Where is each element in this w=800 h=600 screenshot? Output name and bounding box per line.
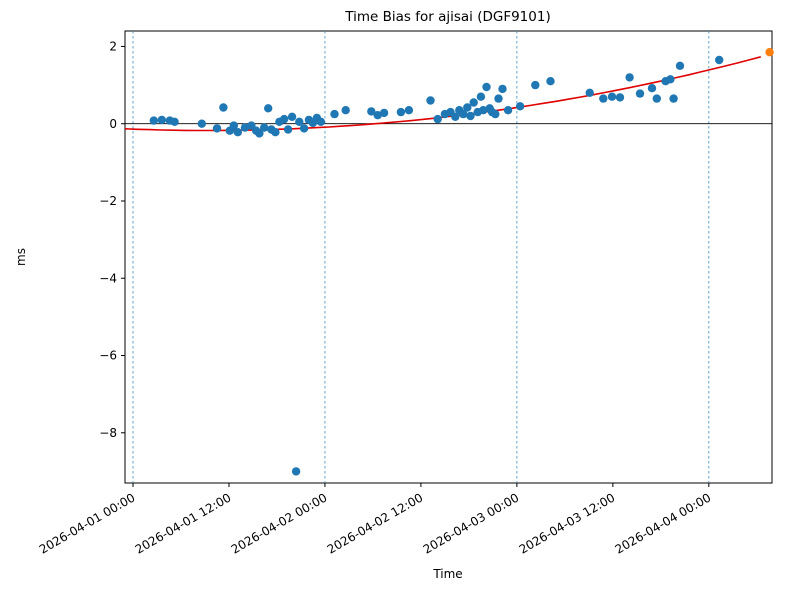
bias-measurements-point	[233, 128, 242, 137]
bias-measurements-point	[287, 112, 297, 122]
bias-measurements-point	[494, 94, 503, 103]
y-tick-label: 0	[109, 117, 117, 131]
bias-measurements-point	[498, 84, 507, 94]
y-axis-label: ms	[14, 248, 28, 266]
bias-measurements-point	[260, 123, 269, 132]
bias-measurements-point	[264, 104, 273, 113]
bias-measurements-point	[426, 96, 435, 105]
bias-measurements-point	[666, 75, 675, 84]
bias-measurements-point	[299, 124, 309, 133]
bias-measurements-point	[341, 106, 350, 115]
bias-measurements-point	[149, 116, 158, 125]
bias-measurements-point	[675, 61, 685, 70]
bias-measurements-point	[197, 119, 206, 128]
bias-measurements-point	[515, 102, 525, 111]
latest-measurement-point	[765, 48, 774, 57]
bias-measurements-point	[652, 94, 661, 103]
bias-measurements-point	[607, 92, 617, 101]
bias-measurements-point	[503, 106, 513, 115]
bias-measurements-point	[451, 112, 460, 122]
x-tick-label: 2026-04-01 00:00	[37, 490, 138, 556]
y-tick-label: −8	[99, 426, 117, 440]
y-tick-label: 2	[109, 40, 117, 54]
bias-measurements-point	[476, 92, 486, 101]
bias-measurements-point	[170, 117, 179, 127]
bias-measurements-point	[271, 128, 280, 137]
bias-measurements-point	[219, 103, 228, 112]
bias-measurements-point	[157, 115, 166, 125]
bias-measurements-point	[546, 77, 555, 86]
chart-title: Time Bias for ajisai (DGF9101)	[344, 9, 550, 25]
bias-measurements-point	[212, 124, 222, 133]
x-tick-label: 2026-04-02 00:00	[229, 490, 330, 556]
x-tick-label: 2026-04-01 12:00	[133, 490, 234, 556]
bias-measurements-point	[433, 114, 442, 124]
bias-measurements-point	[482, 82, 491, 92]
bias-measurements-point	[479, 106, 488, 115]
x-axis-label: Time	[432, 567, 462, 581]
x-tick-label: 2026-04-02 12:00	[325, 490, 426, 556]
bias-measurements-point	[466, 111, 475, 121]
bias-measurements-point	[463, 103, 472, 112]
bias-measurements-point	[715, 55, 724, 65]
bias-measurements-point	[229, 121, 238, 130]
scatter-layer	[149, 48, 774, 476]
y-tick-label: −2	[99, 194, 117, 208]
bias-measurements-point	[255, 129, 264, 138]
bias-measurements-point	[330, 109, 339, 119]
polynomial-fit-curve	[124, 56, 762, 132]
bias-measurements-point	[615, 93, 625, 102]
bias-measurements-point	[379, 108, 389, 118]
bias-measurements-point	[647, 84, 657, 93]
bias-measurements-point	[367, 107, 376, 116]
bias-measurements-point	[396, 107, 406, 117]
x-tick-label: 2026-04-03 00:00	[421, 490, 522, 556]
bias-measurements-point	[531, 80, 540, 90]
y-tick-label: −4	[99, 271, 117, 285]
bias-measurements-point	[625, 73, 634, 82]
bias-measurements-point	[373, 111, 382, 120]
bias-measurements-point	[295, 117, 304, 127]
bias-measurements-point	[316, 117, 326, 127]
x-tick-label: 2026-04-03 12:00	[517, 490, 618, 556]
plot-area-frame	[124, 30, 773, 484]
bias-measurements-point	[240, 123, 250, 132]
bias-measurements-point	[280, 114, 289, 124]
bias-measurements-point	[459, 109, 468, 119]
bias-measurements-point	[669, 94, 678, 103]
y-tick-label: −6	[99, 349, 117, 363]
bias-measurements-point	[491, 109, 500, 119]
bias-measurements-point	[283, 125, 293, 134]
bias-measurements-point	[585, 88, 594, 98]
bias-measurements-point	[404, 106, 414, 115]
bias-measurements-point	[599, 94, 608, 103]
fit-curve-layer	[124, 56, 762, 132]
bias-measurements-point	[469, 98, 478, 107]
x-tick-label: 2026-04-04 00:00	[613, 490, 714, 556]
bias-measurements-point	[291, 467, 301, 476]
bias-measurements-point	[635, 89, 645, 98]
